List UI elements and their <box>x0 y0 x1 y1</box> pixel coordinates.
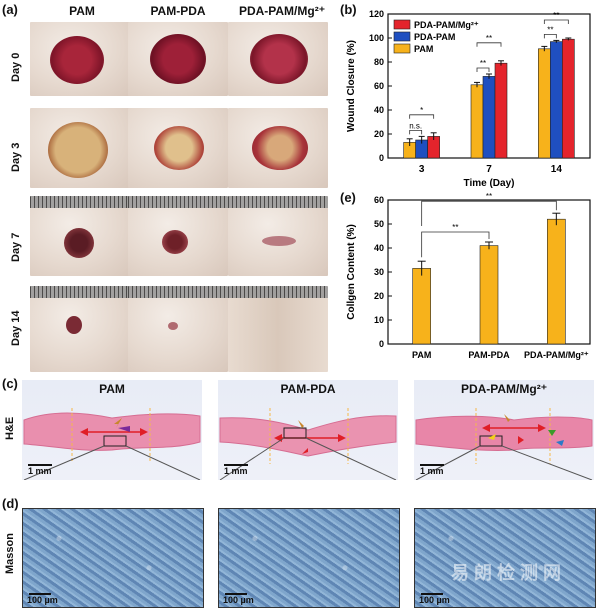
panel-b-label: (b) <box>340 2 357 17</box>
masson-panel-pam: 100 µm <box>22 508 204 608</box>
y-tick-label: 20 <box>374 129 384 139</box>
legend-swatch <box>393 19 411 30</box>
significance-bracket <box>421 200 557 226</box>
he-title: PAM <box>99 382 125 396</box>
significance-label: ** <box>480 59 486 68</box>
row-label-masson: Masson <box>4 533 16 574</box>
he-title: PDA-PAM/Mg²⁺ <box>460 382 548 396</box>
significance-label: * <box>420 106 423 115</box>
significance-label: ** <box>452 223 458 232</box>
significance-bracket <box>543 19 569 24</box>
y-axis-label: Wound Closure (%) <box>346 40 357 132</box>
y-tick-label: 50 <box>374 219 384 229</box>
bar <box>562 38 575 159</box>
photo-col-pam: PAM <box>69 4 95 18</box>
wound-closure-chart: 0 20 40 60 80 100 120 Wound Closure (%) Time (Da… <box>346 9 591 189</box>
x-tick-label: 7 <box>486 164 492 175</box>
significance-label: ** <box>553 11 559 20</box>
y-tick-label: 40 <box>374 243 384 253</box>
y-tick-label: 0 <box>379 339 384 349</box>
he-panel-pam-pda: PAM-PDA 1 mm <box>218 380 398 480</box>
y-tick-label: 60 <box>374 81 384 91</box>
wound-photo <box>30 286 130 372</box>
bar <box>494 62 508 159</box>
y-tick-label: 20 <box>374 291 384 301</box>
significance-bracket <box>409 130 423 135</box>
legend-swatch <box>393 43 411 54</box>
legend-label: PAM <box>414 44 433 54</box>
masson-panel-pda-pam-mg: 100 µm 易 朗 检 测 网 <box>414 508 596 608</box>
y-tick-label: 0 <box>379 153 384 163</box>
photo-row-day3: Day 3 <box>10 142 22 172</box>
x-axis-label: Time (Day) <box>464 178 515 189</box>
masson-panel-pam-pda: 100 µm <box>218 508 400 608</box>
watermark: 易 朗 检 测 网 <box>451 563 562 583</box>
wound-photo <box>228 286 328 372</box>
row-label-he: H&E <box>4 416 16 440</box>
significance-bracket <box>543 34 557 39</box>
photo-col-pda-pam-mg: PDA-PAM/Mg²⁺ <box>238 4 326 18</box>
wound-photo <box>30 108 130 188</box>
significance-label: ** <box>486 34 492 43</box>
he-scale-label: 1 mm <box>420 466 444 476</box>
photo-row-day14: Day 14 <box>10 310 22 346</box>
significance-label: n.s. <box>409 121 422 130</box>
y-tick-label: 30 <box>374 267 384 277</box>
panel-c-label: (c) <box>2 376 18 391</box>
wound-photo <box>128 196 228 276</box>
masson-scale-label: 100 µm <box>223 595 254 605</box>
wound-photo <box>128 286 228 372</box>
wound-photo <box>128 22 228 96</box>
x-tick-label: 14 <box>551 164 563 175</box>
x-tick-label: PAM-PDA <box>468 350 510 360</box>
bar <box>479 245 499 345</box>
masson-scale-label: 100 µm <box>27 595 58 605</box>
y-tick-label: 100 <box>369 33 384 43</box>
legend-label: PDA-PAM <box>414 32 455 42</box>
y-tick-label: 60 <box>374 195 384 205</box>
bar <box>412 268 431 345</box>
panel-e-label: (e) <box>340 190 356 205</box>
significance-bracket <box>476 42 502 47</box>
y-axis-label: Collgen Content (%) <box>346 224 357 320</box>
photo-row-day7: Day 7 <box>10 232 22 262</box>
wound-photo <box>228 108 328 188</box>
legend-label: PDA-PAM/Mg²⁺ <box>414 20 479 30</box>
panel-a-label: (a) <box>2 2 18 17</box>
bar <box>482 76 496 159</box>
significance-label: ** <box>547 25 553 34</box>
legend-swatch <box>393 31 411 42</box>
y-tick-label: 10 <box>374 315 384 325</box>
x-tick-label: 3 <box>419 164 425 175</box>
photo-row-day0: Day 0 <box>10 52 22 82</box>
wound-photo <box>228 22 328 96</box>
bar <box>538 48 551 159</box>
significance-bracket <box>476 67 490 72</box>
x-tick-label: PAM <box>412 350 431 360</box>
he-scale-label: 1 mm <box>28 466 52 476</box>
y-tick-label: 40 <box>374 105 384 115</box>
photo-col-pam-pda: PAM-PDA <box>150 4 206 18</box>
bar <box>470 84 484 159</box>
wound-photo <box>128 108 228 188</box>
bar <box>550 41 563 159</box>
bar <box>547 218 566 345</box>
y-tick-label: 80 <box>374 57 384 67</box>
he-title: PAM-PDA <box>280 382 336 396</box>
he-panel-pda-pam-mg: PDA-PAM/Mg²⁺ 1 mm <box>414 380 594 480</box>
significance-bracket <box>421 231 490 258</box>
masson-scale-label: 100 µm <box>419 595 450 605</box>
he-panel-pam: PAM 1 mm <box>22 380 202 480</box>
x-tick-label: PDA-PAM/Mg²⁺ <box>524 350 589 360</box>
panel-d-label: (d) <box>2 496 19 511</box>
significance-label: ** <box>486 192 492 201</box>
wound-photo <box>228 196 328 276</box>
significance-bracket <box>409 114 435 119</box>
y-tick-label: 120 <box>369 9 384 19</box>
wound-photo <box>30 22 130 96</box>
wound-photo <box>30 196 130 276</box>
he-scale-label: 1 mm <box>224 466 248 476</box>
collagen-content-chart: 0 10 20 30 40 50 60 Collgen Content (%) PAM PAM-P… <box>346 192 591 360</box>
